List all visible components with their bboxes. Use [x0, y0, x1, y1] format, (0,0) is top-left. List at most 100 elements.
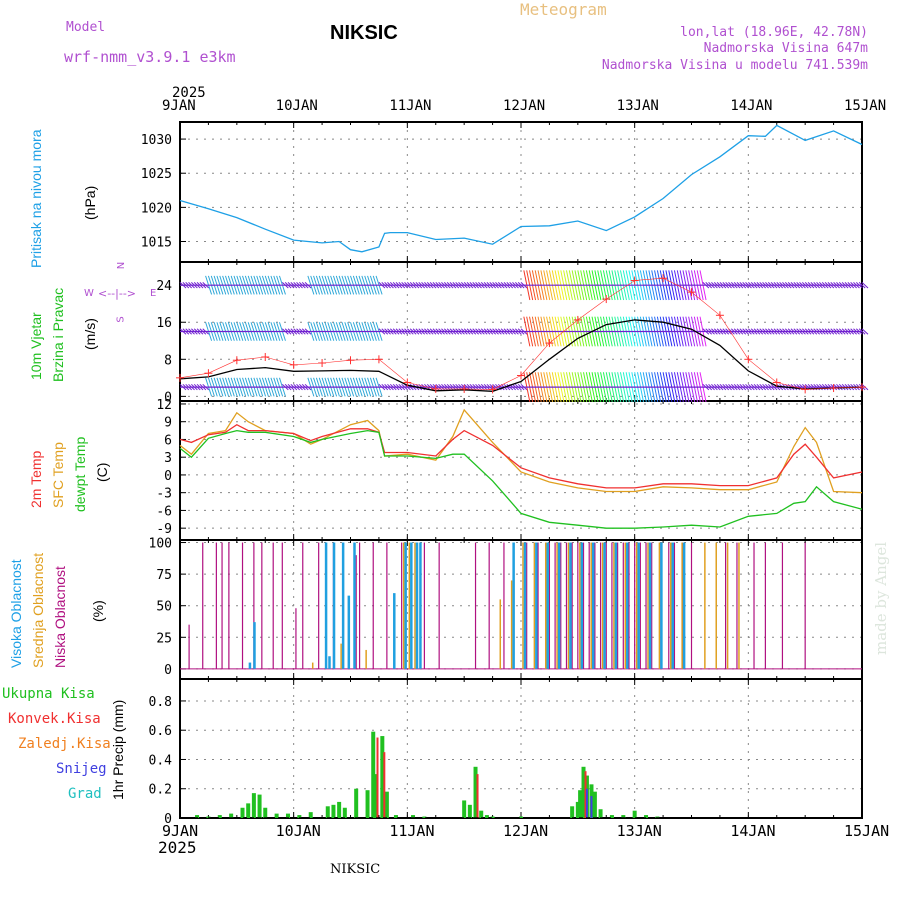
compass-arrows-icon: <--|--> [98, 287, 137, 300]
rain-bar [229, 813, 234, 818]
rain-bar [592, 791, 597, 818]
conv-bar [476, 774, 479, 818]
model-name: wrf-nmm_v3.9.1 e3km [64, 48, 236, 66]
bottom-date-label: 15JAN [844, 822, 890, 840]
rain-bar [411, 815, 416, 818]
wind-barb [861, 282, 869, 289]
y-tick-label: 0.6 [149, 724, 172, 739]
y-tick-label: 75 [156, 568, 172, 583]
compass-west: W [84, 288, 94, 299]
rain-bar [632, 810, 637, 818]
rain-bar [371, 731, 376, 818]
bottom-date-label: 13JAN [616, 822, 662, 840]
rain-bar [519, 816, 523, 818]
rain-bar [337, 801, 342, 818]
rain-bar [246, 803, 251, 818]
rain-bar [422, 816, 427, 818]
y-tick-label: 1015 [141, 236, 172, 251]
model-label: Model [66, 20, 106, 35]
top-date-label: 13JAN [616, 98, 659, 114]
wind-speed-line [179, 319, 863, 392]
compass-east: E [150, 288, 157, 299]
y-tick-label: 25 [156, 631, 172, 646]
elevation-label: Nadmorska Visina 647m [703, 41, 868, 56]
rain-bar [570, 806, 575, 818]
bottom-date-label: 12JAN [503, 822, 549, 840]
y-tick-label: -9 [156, 522, 172, 537]
y-tick-label: 9 [164, 416, 172, 431]
y-tick-label: 0 [164, 812, 172, 827]
rain-bar [380, 736, 385, 818]
rain-bar [609, 815, 614, 818]
wind-barb [858, 282, 866, 289]
rain-bar [484, 815, 489, 818]
dewpt-line [179, 429, 863, 529]
bottom-date-label: 10JAN [275, 822, 321, 840]
sfc-temp-line [179, 408, 863, 494]
top-date-label: 15JAN [844, 98, 887, 114]
panel-frame-precip [179, 678, 863, 819]
bottom-year: 2025 [158, 838, 197, 857]
y-tick-label: -3 [156, 487, 172, 502]
panel-frame-pressure [179, 121, 863, 263]
rain-bar [240, 807, 245, 818]
legend-conv: Konvek.Kisa [8, 711, 101, 727]
t2m-line [179, 423, 863, 489]
rain-bar [479, 810, 484, 818]
rain-bar [621, 815, 626, 818]
y-tick-label: -6 [156, 504, 172, 519]
lonlat-label: lon,lat (18.96E, 42.78N) [680, 25, 868, 40]
legend-hail: Grad [68, 786, 102, 802]
rain-bar [473, 766, 478, 818]
legend-snow: Snijeg [56, 761, 107, 777]
rain-bar [285, 813, 290, 818]
rain-bar [384, 791, 389, 818]
rain-bar [365, 790, 370, 818]
pressure-line [179, 124, 863, 253]
rain-bar [342, 807, 347, 818]
y-tick-label: 0.4 [149, 753, 173, 768]
footer-station: NIKSIC [330, 862, 381, 877]
conv-bar [376, 737, 379, 818]
y-tick-label: 1025 [141, 167, 172, 182]
bottom-date-label: 9JAN [162, 822, 199, 840]
rain-bar [195, 815, 200, 818]
snow-bar [585, 788, 588, 818]
panel-frame-temperature [179, 400, 863, 541]
top-date-label: 9JAN [162, 98, 196, 114]
rain-bar [251, 793, 256, 818]
rain-bar [274, 813, 279, 818]
page-title: NIKSIC [330, 22, 398, 44]
gust-line [179, 277, 863, 390]
y-tick-label: 24 [156, 279, 172, 294]
rain-bar [354, 788, 359, 818]
rain-bar [490, 816, 495, 818]
bottom-date-label: 14JAN [730, 822, 776, 840]
conv-bar [383, 752, 386, 818]
top-date-label: 10JAN [275, 98, 318, 114]
snow-bar [590, 796, 593, 818]
top-date-label: 14JAN [730, 98, 773, 114]
wind-barb [858, 328, 866, 335]
rain-bar [393, 815, 398, 818]
rain-bar [308, 812, 313, 818]
top-date-label: 12JAN [503, 98, 546, 114]
rain-bar [581, 766, 586, 818]
legend-rain: Ukupna Kisa [2, 686, 95, 702]
rain-bar [467, 804, 472, 818]
y-tick-label: 0 [164, 390, 172, 405]
wind-barb [861, 328, 869, 335]
y-tick-label: 8 [164, 353, 172, 368]
rain-bar [373, 774, 378, 818]
rain-bar [217, 815, 222, 818]
y-tick-label: 1030 [141, 133, 172, 148]
y-tick-label: 0.8 [149, 695, 172, 710]
rain-bar [644, 815, 649, 818]
legend-freezing: Zaledj.Kisa [18, 736, 111, 752]
top-year: 2025 [172, 85, 206, 101]
meteogram-label: Meteogram [520, 0, 607, 19]
rain-bar [331, 804, 336, 818]
rain-bar [325, 806, 330, 818]
